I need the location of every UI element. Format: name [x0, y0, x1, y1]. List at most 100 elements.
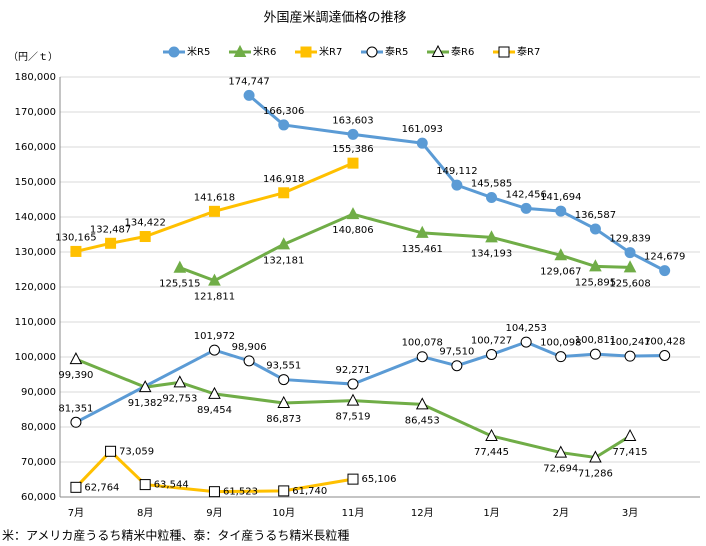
data-point — [346, 393, 360, 406]
legend-marker — [431, 44, 445, 57]
data-point — [520, 336, 532, 348]
data-point — [173, 375, 187, 388]
data-point — [277, 395, 291, 408]
data-label: 100,811 — [575, 335, 616, 346]
y-tick-label: 170,000 — [15, 107, 56, 118]
legend-label: 米R6 — [253, 45, 276, 58]
x-tick-label: 12月 — [411, 507, 434, 519]
data-label: 134,422 — [125, 218, 166, 229]
data-label: 87,519 — [335, 412, 370, 423]
data-label: 100,098 — [540, 338, 581, 349]
data-label: 142,456 — [505, 189, 546, 200]
y-tick-label: 150,000 — [15, 177, 56, 188]
data-point — [208, 344, 220, 356]
data-point — [243, 89, 255, 101]
data-point — [277, 237, 291, 250]
data-point — [105, 445, 117, 457]
data-point — [485, 428, 498, 441]
data-point — [70, 481, 82, 493]
data-point — [208, 486, 220, 498]
x-tick-label: 1月 — [483, 507, 499, 519]
data-point — [589, 223, 601, 235]
data-point — [486, 348, 498, 360]
legend-marker — [168, 46, 180, 58]
data-label: 125,608 — [609, 278, 650, 289]
data-label: 61,523 — [223, 487, 258, 498]
data-point — [589, 348, 601, 360]
data-label: 100,428 — [644, 337, 685, 348]
x-tick-label: 10月 — [272, 507, 295, 519]
data-point — [415, 225, 429, 238]
y-axis-label: （円／ｔ） — [8, 51, 58, 63]
data-label: 163,603 — [332, 115, 373, 126]
data-label: 174,747 — [228, 76, 269, 87]
data-label: 136,587 — [575, 210, 616, 221]
x-tick-label: 3月 — [622, 507, 638, 519]
data-label: 104,253 — [505, 323, 546, 334]
y-tick-label: 140,000 — [15, 212, 56, 223]
data-point — [208, 273, 221, 286]
data-point — [70, 416, 82, 428]
data-label: 124,679 — [644, 252, 685, 263]
data-point — [243, 355, 255, 367]
data-point — [659, 350, 671, 362]
data-point — [278, 187, 290, 199]
data-point — [451, 179, 463, 191]
data-point — [659, 265, 671, 277]
data-point — [173, 260, 187, 273]
data-label: 99,390 — [58, 370, 93, 381]
data-label: 63,544 — [154, 480, 189, 491]
data-label: 86,873 — [266, 414, 301, 425]
legend-marker — [300, 46, 312, 58]
data-label: 121,811 — [194, 292, 235, 303]
y-tick-label: 80,000 — [21, 422, 56, 433]
data-label: 129,067 — [540, 266, 581, 277]
data-point — [208, 205, 220, 217]
y-tick-label: 110,000 — [15, 317, 56, 328]
data-label: 149,112 — [436, 166, 477, 177]
data-point — [138, 380, 152, 393]
data-point — [416, 137, 428, 149]
y-tick-label: 100,000 — [15, 352, 56, 363]
data-point — [623, 260, 637, 273]
data-point — [69, 352, 83, 365]
data-label: 100,078 — [402, 338, 443, 349]
data-point — [555, 351, 567, 363]
y-tick-label: 180,000 — [15, 72, 56, 83]
legend-label: 米R7 — [319, 45, 342, 58]
data-point — [278, 485, 290, 497]
data-label: 89,454 — [197, 405, 232, 416]
data-point — [624, 247, 636, 259]
series-line — [75, 161, 354, 253]
data-point — [347, 378, 359, 390]
data-label: 166,306 — [263, 106, 304, 117]
y-tick-label: 120,000 — [15, 282, 56, 293]
data-label: 65,106 — [361, 474, 396, 485]
data-label: 125,515 — [159, 279, 200, 290]
y-tick-label: 90,000 — [21, 387, 56, 398]
data-label: 81,351 — [58, 403, 93, 414]
x-tick-label: 9月 — [206, 507, 222, 519]
data-point — [485, 230, 498, 243]
chart-title: 外国産米調達価格の推移 — [263, 10, 406, 26]
data-point — [278, 374, 290, 386]
data-label: 93,551 — [266, 361, 301, 372]
series-line — [75, 340, 665, 424]
data-point — [416, 351, 428, 363]
data-label: 92,753 — [162, 393, 197, 404]
data-label: 132,181 — [263, 255, 304, 266]
series-line — [74, 449, 354, 494]
y-tick-label: 70,000 — [21, 457, 56, 468]
data-label: 140,806 — [332, 225, 373, 236]
data-label: 92,271 — [335, 365, 370, 376]
data-label: 72,694 — [543, 464, 578, 475]
data-label: 130,165 — [55, 232, 96, 243]
data-label: 100,247 — [609, 337, 650, 348]
data-label: 129,839 — [609, 234, 650, 245]
data-point — [347, 128, 359, 140]
x-tick-label: 8月 — [137, 507, 153, 519]
data-label: 161,093 — [402, 124, 443, 135]
data-point — [554, 445, 568, 458]
data-point — [139, 231, 151, 243]
